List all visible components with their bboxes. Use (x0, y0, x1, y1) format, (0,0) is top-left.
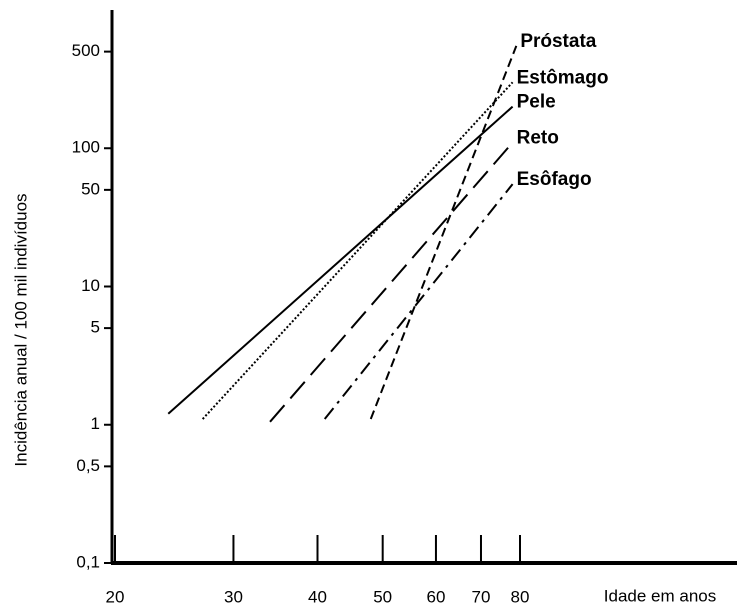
x-tick-label: 80 (511, 587, 530, 606)
series-line (369, 45, 518, 420)
x-axis-label: Idade em anos (604, 586, 716, 605)
series-line (167, 105, 514, 415)
series-label: Próstata (520, 31, 596, 52)
y-tick-label: 0,1 (76, 552, 100, 571)
y-tick-label: 500 (72, 41, 100, 60)
series-label: Esôfago (517, 169, 592, 190)
y-tick-label: 100 (72, 138, 100, 157)
series-label: Pele (517, 92, 556, 113)
series-line (201, 81, 514, 420)
y-axis-label: Incidência anual / 100 mil indivíduos (11, 193, 30, 466)
series-line (269, 141, 514, 423)
y-tick-label: 1 (91, 414, 100, 433)
x-tick-label: 40 (308, 587, 327, 606)
x-tick-label: 70 (472, 587, 491, 606)
y-tick-label: 5 (91, 318, 100, 337)
y-tick-label: 50 (81, 179, 100, 198)
y-tick-label: 10 (81, 276, 100, 295)
x-tick-label: 60 (426, 587, 445, 606)
y-tick-label: 0,5 (76, 456, 100, 475)
x-tick-label: 20 (106, 587, 125, 606)
x-tick-label: 30 (224, 587, 243, 606)
series-label: Reto (517, 128, 559, 149)
x-tick-label: 50 (373, 587, 392, 606)
series-line (323, 183, 514, 420)
series-label: Estômago (517, 67, 609, 88)
